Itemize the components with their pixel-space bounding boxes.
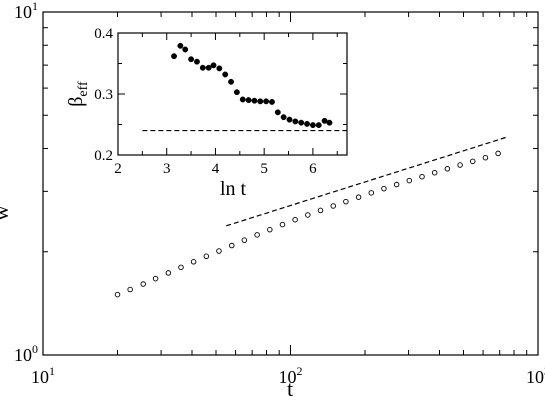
data-point	[419, 173, 425, 180]
x-tick-label-base: 10	[31, 367, 49, 387]
inset-plot-frame	[117, 32, 348, 156]
y-axis-label: w	[0, 205, 13, 221]
data-point	[470, 158, 476, 165]
inset-data-point	[292, 118, 299, 125]
inset-series	[142, 42, 347, 132]
data-point	[216, 248, 222, 254]
inset-data-point	[321, 117, 328, 124]
inset-data-point	[274, 109, 281, 116]
data-point	[241, 237, 248, 243]
data-point	[127, 286, 133, 293]
data-point	[330, 203, 336, 209]
inset-data-point	[286, 116, 293, 123]
inset-data-point	[222, 71, 229, 78]
data-point	[254, 232, 260, 238]
inset-x-tick-label: 5	[260, 161, 268, 177]
data-point	[279, 221, 286, 228]
inset-data-point	[269, 98, 275, 105]
data-point	[406, 177, 413, 184]
y-tick-label-base: 10	[14, 2, 32, 22]
data-point	[165, 270, 172, 276]
data-point	[152, 275, 159, 282]
inset-data-point	[315, 122, 322, 129]
data-point	[431, 169, 438, 176]
inset-data-point	[210, 62, 217, 69]
x-tick-label-base: 10	[279, 367, 297, 387]
x-tick-label-exponent: 1	[49, 364, 55, 378]
data-point	[482, 154, 489, 161]
inset-data-point	[245, 97, 252, 104]
y-tick-label-base: 10	[14, 345, 32, 365]
data-point	[343, 198, 349, 205]
x-tick-label: 101	[31, 364, 55, 387]
data-point	[393, 181, 400, 188]
inset-y-axis-label: βeff	[65, 81, 91, 107]
inset-data-point	[205, 64, 212, 71]
inset-data-point	[326, 119, 333, 126]
main-axis-ticks: 101102103100101	[14, 0, 545, 387]
x-axis-label: t	[287, 376, 293, 400]
data-point	[355, 194, 362, 200]
x-tick-label: 102	[279, 364, 303, 387]
data-point	[229, 242, 235, 249]
data-point	[317, 207, 324, 214]
inset-y-tick-label: 0.4	[94, 26, 113, 42]
inset-data-point	[304, 120, 310, 127]
inset-data-point	[280, 114, 287, 121]
inset-data-point	[171, 53, 177, 60]
data-point	[381, 185, 387, 192]
inset-data-point	[216, 65, 223, 72]
inset-y-axis-label-main: β	[65, 97, 87, 107]
inset-data-point	[199, 64, 206, 71]
data-point	[140, 281, 146, 287]
data-point	[114, 291, 121, 298]
main-series	[114, 136, 508, 298]
data-point	[457, 162, 463, 168]
x-tick-label: 103	[526, 364, 545, 387]
data-point	[190, 259, 197, 265]
inset-data-point	[263, 98, 270, 105]
inset-data-point	[188, 56, 195, 63]
inset-data-point	[193, 58, 200, 65]
inset-x-tick-label: 2	[114, 161, 122, 177]
data-point	[267, 226, 273, 233]
inset-y-axis-label-sub: eff	[76, 81, 91, 97]
x-tick-label-exponent: 2	[297, 364, 303, 378]
inset-x-tick-label: 3	[163, 161, 171, 177]
inset-data-point	[177, 42, 184, 49]
y-tick-label: 100	[14, 342, 38, 365]
inset-y-tick-label: 0.2	[94, 148, 113, 164]
data-point	[178, 264, 184, 271]
inset-data-point	[251, 97, 258, 104]
inset-x-axis-label: ln t	[220, 178, 247, 200]
inset-data-point	[257, 98, 264, 105]
inset-data-point	[182, 46, 189, 53]
inset-data-point	[309, 122, 316, 129]
inset-x-tick-label: 6	[309, 161, 317, 177]
inset-chart: 2 3 4 5 6 0.2 0.3 0.4 ln t βeff	[65, 26, 348, 200]
inset-data-point	[239, 96, 246, 103]
x-tick-label-base: 10	[526, 367, 544, 387]
data-point	[203, 253, 210, 260]
inset-data-point	[298, 119, 305, 126]
inset-y-tick-label: 0.3	[94, 87, 113, 103]
y-tick-label-exponent: 1	[32, 0, 38, 13]
data-point	[292, 216, 298, 223]
data-point	[495, 150, 501, 157]
data-point	[368, 190, 375, 196]
inset-data-point	[228, 78, 234, 85]
data-point	[305, 212, 311, 218]
y-tick-label: 101	[14, 0, 38, 22]
inset-axis-ticks: 2 3 4 5 6 0.2 0.3 0.4	[94, 26, 347, 177]
y-tick-label-exponent: 0	[32, 342, 38, 356]
inset-data-point	[233, 89, 240, 96]
inset-x-tick-label: 4	[212, 161, 220, 177]
data-point	[444, 166, 451, 172]
dashed-fit-line	[226, 136, 508, 227]
